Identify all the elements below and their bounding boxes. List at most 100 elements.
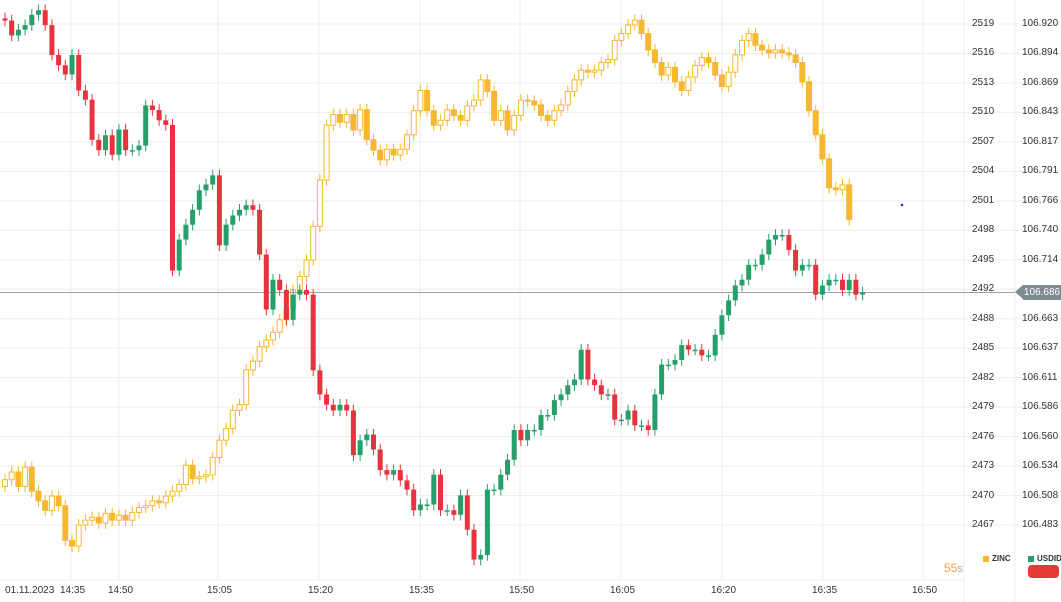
usdidx-candle — [846, 279, 852, 291]
zinc-candle — [182, 464, 189, 486]
zinc-candle — [718, 74, 725, 88]
legend-usdidx-label: USDIDX — [1037, 554, 1061, 563]
timer-unit: s — [957, 563, 963, 575]
zinc-candle — [156, 500, 163, 504]
usdidx-candle — [645, 425, 651, 430]
usdidx-action-button[interactable] — [1028, 565, 1059, 578]
usdidx-axis-label: 106.766 — [1022, 194, 1059, 206]
legend-usdidx[interactable]: USDIDX — [1028, 554, 1061, 563]
zinc-candle — [464, 105, 471, 121]
zinc-candle — [618, 33, 625, 41]
usdidx-candle — [739, 279, 745, 286]
zinc-candle — [303, 259, 310, 277]
zinc-candle — [785, 52, 792, 56]
zinc-axis-label: 2485 — [972, 342, 995, 354]
time-axis-label: 16:50 — [912, 585, 938, 596]
zinc-candle — [605, 59, 611, 64]
zinc-candle — [75, 524, 82, 547]
usdidx-candle — [464, 495, 470, 530]
usdidx-candle — [324, 394, 330, 405]
zinc-axis-label: 2482 — [972, 371, 995, 383]
zinc-candle — [625, 24, 632, 35]
zinc-axis-label: 2479 — [972, 401, 995, 413]
legend-zinc[interactable]: ZINC — [983, 554, 1011, 563]
zinc-candle — [450, 109, 457, 117]
usdidx-candle — [257, 209, 263, 255]
usdidx-candle — [726, 300, 732, 316]
usdidx-candle — [712, 334, 718, 356]
usdidx-candle — [578, 349, 584, 380]
usdidx-candle — [793, 249, 799, 271]
zinc-candle — [437, 119, 444, 126]
usdidx-candle — [136, 145, 142, 151]
usdidx-candle — [833, 279, 839, 282]
usdidx-axis-label: 106.817 — [1022, 135, 1059, 147]
usdidx-candle — [511, 429, 517, 460]
usdidx-candle — [170, 124, 175, 271]
usdidx-axis-label: 106.740 — [1022, 224, 1059, 236]
usdidx-candle — [176, 239, 182, 271]
zinc-candle — [739, 39, 745, 56]
zinc-candle — [270, 331, 276, 341]
zinc-candle — [792, 54, 799, 64]
zinc-candle — [732, 54, 739, 73]
usdidx-candle — [538, 415, 544, 430]
zinc-candle — [558, 104, 565, 112]
usdidx-candle — [572, 379, 577, 386]
usdidx-axis-label: 106.843 — [1022, 106, 1059, 118]
zinc-axis-label: 2495 — [972, 253, 995, 265]
usdidx-candle — [719, 315, 725, 335]
usdidx-candle — [9, 20, 15, 36]
usdidx-candle — [706, 355, 711, 357]
zinc-candle — [839, 184, 846, 191]
zinc-candle — [544, 115, 551, 121]
usdidx-candle — [431, 474, 437, 505]
zinc-candle — [598, 62, 605, 71]
zinc-candle — [15, 471, 22, 487]
usdidx-candle — [598, 385, 604, 395]
zinc-candle — [725, 71, 732, 88]
zinc-candle — [430, 110, 437, 126]
usdidx-candle — [357, 440, 363, 456]
usdidx-candle — [819, 285, 825, 295]
zinc-candle — [517, 99, 524, 117]
usdidx-candle — [685, 345, 691, 350]
usdidx-candle — [813, 264, 819, 295]
zinc-candle — [249, 360, 256, 371]
usdidx-candle — [22, 25, 28, 30]
zinc-axis-label: 2476 — [972, 430, 995, 442]
usdidx-axis-label: 106.611 — [1022, 371, 1058, 383]
usdidx-candle — [310, 294, 316, 371]
usdidx-candle — [444, 510, 450, 512]
zinc-candle — [611, 39, 618, 61]
usdidx-candle — [230, 215, 236, 225]
usdidx-candle — [732, 285, 738, 301]
usdidx-candle — [196, 190, 202, 210]
usdidx-candle — [223, 224, 229, 246]
usdidx-axis-label: 106.560 — [1022, 430, 1059, 442]
usdidx-candle — [2, 18, 8, 21]
usdidx-candle — [143, 105, 149, 146]
zinc-candle — [370, 139, 377, 151]
usdidx-candle — [69, 54, 75, 75]
usdidx-axis-label: 106.508 — [1022, 489, 1059, 501]
usdidx-axis-label: 106.791 — [1022, 165, 1059, 177]
usdidx-candle — [759, 254, 765, 265]
usdidx-candle — [411, 489, 417, 511]
zinc-axis-label: 2473 — [972, 460, 995, 472]
usdidx-candle — [860, 292, 866, 295]
zinc-candle — [55, 495, 62, 507]
usdidx-candle — [15, 29, 21, 36]
usdidx-candle — [350, 410, 356, 456]
zinc-axis-label: 2467 — [972, 518, 995, 530]
usdidx-candle — [263, 254, 269, 310]
zinc-axis-label: 2516 — [972, 47, 995, 59]
zinc-candle — [69, 539, 75, 547]
zinc-candle — [826, 158, 833, 189]
zinc-candle — [22, 466, 29, 487]
usdidx-candle — [89, 99, 95, 140]
usdidx-axis-label: 106.637 — [1022, 342, 1059, 354]
usdidx-candle — [149, 105, 155, 111]
zinc-candle — [504, 110, 511, 131]
